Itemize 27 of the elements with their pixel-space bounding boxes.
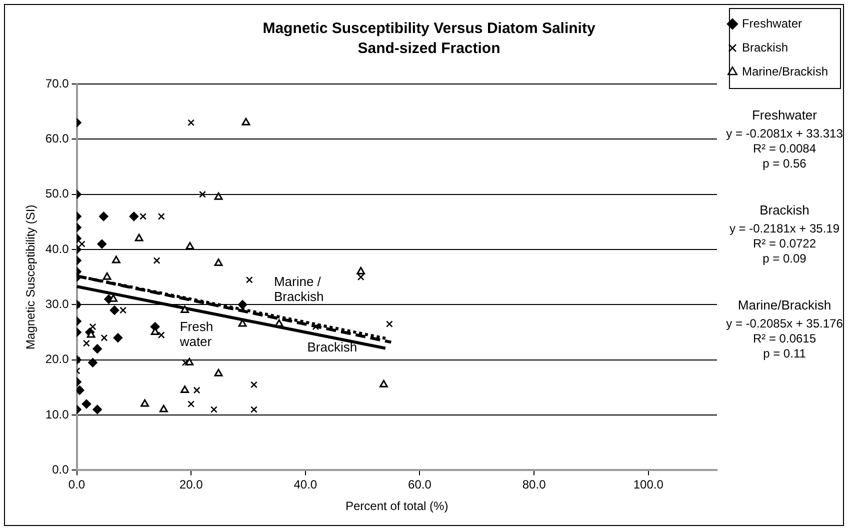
chart-title: Magnetic Susceptibility Versus Diatom Salinity	[262, 20, 596, 38]
x-tick-label: 60.0	[408, 478, 432, 492]
y-tick-label: 20.0	[45, 352, 70, 366]
y-tick-label: 30.0	[45, 297, 70, 311]
y-tick-label: 60.0	[45, 131, 70, 146]
y-axis-title: Magnetic Susceptibility (SI)	[24, 204, 38, 350]
annotation: Fresh water	[178, 318, 214, 349]
x-tick-label: 20.0	[179, 478, 204, 492]
y-tick-label: 0.0	[52, 462, 70, 477]
text: Brackish y = -0.2181x + 35.19 R² = 0.0722 p = 0.09	[729, 202, 840, 266]
y-tick-label: 10.0	[45, 407, 70, 422]
y-tick-label: 70.0	[45, 76, 70, 90]
legend-label: Brackish	[742, 40, 788, 54]
x-tick-label: 0.0	[68, 478, 86, 492]
legend-label: Freshwater	[742, 16, 802, 30]
text: Marine/Brackish y = -0.2085x + 35.176 R² = 0.0615 p = 0.11	[726, 298, 844, 360]
x-tick-label: 40.0	[294, 478, 318, 492]
x-tick-label: 80.0	[522, 478, 546, 492]
annotation: Brackish	[307, 340, 358, 355]
text: Freshwater y = -0.2081x + 33.313 R² = 0.0084 p = 0.56	[726, 108, 844, 170]
y-tick-label: 50.0	[45, 186, 70, 201]
chart-subtitle: Sand-sized Fraction	[358, 40, 500, 58]
x-tick-label: 100.0	[633, 478, 664, 492]
y-tick-label: 40.0	[45, 242, 70, 256]
annotation: Marine / Brackish	[274, 274, 324, 304]
x-axis-title: Percent of total (%)	[346, 499, 448, 514]
legend-label: Marine/Brackish	[742, 64, 828, 78]
